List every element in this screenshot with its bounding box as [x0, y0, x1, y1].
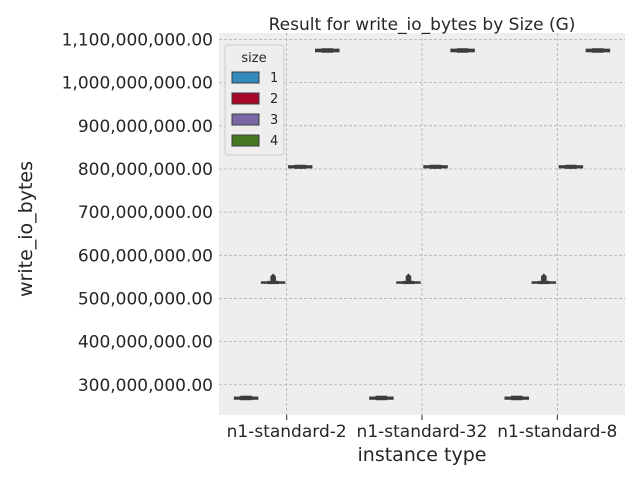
- y-tick-label: 700,000,000.00: [78, 203, 213, 223]
- box-series-3-n1-standard-32: [423, 164, 448, 169]
- y-tick-label: 1,000,000,000.00: [62, 74, 213, 94]
- legend-label-4: 4: [270, 134, 278, 149]
- box-series-2-n1-standard-2: [260, 273, 286, 285]
- y-tick-label: 600,000,000.00: [78, 246, 213, 266]
- legend-swatch-1: [231, 71, 260, 84]
- x-tick-label: n1-standard-32: [357, 422, 488, 442]
- x-axis-label: instance type: [358, 444, 487, 466]
- gridlines: [219, 33, 625, 415]
- box-series: [233, 48, 611, 401]
- y-axis-label: write_io_bytes: [15, 161, 37, 297]
- legend-swatch-4: [231, 134, 260, 147]
- box-series-3-n1-standard-8: [558, 164, 584, 169]
- outlier-point: [270, 273, 277, 280]
- box-series-4-n1-standard-32: [450, 48, 475, 53]
- x-tick-label: n1-standard-2: [227, 422, 347, 442]
- box-series-2-n1-standard-8: [531, 273, 557, 285]
- box-series-1-n1-standard-8: [504, 395, 529, 401]
- x-tick-label: n1-standard-8: [497, 422, 617, 442]
- box-series-2-n1-standard-32: [396, 273, 421, 285]
- box-series-1-n1-standard-32: [369, 395, 394, 401]
- legend-swatch-2: [231, 92, 260, 105]
- y-tick-label: 300,000,000.00: [78, 376, 213, 396]
- box-series-4-n1-standard-2: [315, 48, 340, 53]
- legend-label-2: 2: [270, 92, 278, 107]
- y-tick-label: 800,000,000.00: [78, 160, 213, 180]
- legend: size 1 2 3 4: [224, 44, 285, 156]
- y-tick-label: 1,100,000,000.00: [62, 30, 213, 50]
- legend-label-3: 3: [270, 113, 278, 128]
- y-tick-label: 500,000,000.00: [78, 289, 213, 309]
- box-series-4-n1-standard-8: [585, 48, 611, 53]
- box-series-1-n1-standard-2: [233, 395, 259, 401]
- y-tick-label: 400,000,000.00: [78, 333, 213, 353]
- legend-label-1: 1: [270, 71, 278, 86]
- outlier-point: [405, 273, 412, 280]
- outlier-point: [540, 273, 547, 280]
- legend-swatch-3: [231, 113, 260, 126]
- legend-title: size: [241, 51, 266, 66]
- box-series-3-n1-standard-2: [287, 164, 313, 169]
- axis-ticks: 300,000,000.00 400,000,000.00 500,000,000.…: [62, 30, 618, 442]
- chart-title: Result for write_io_bytes by Size (G): [269, 15, 576, 35]
- y-tick-label: 900,000,000.00: [78, 117, 213, 137]
